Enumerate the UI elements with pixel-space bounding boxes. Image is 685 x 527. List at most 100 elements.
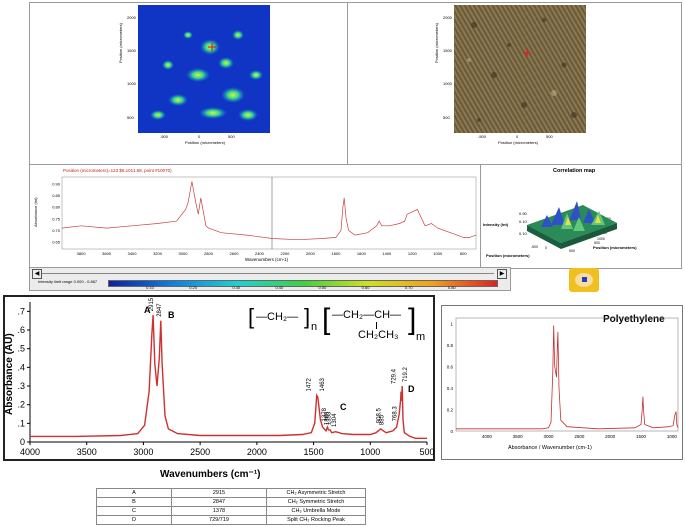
correlation-z-label: Intensity (Int) xyxy=(483,222,509,227)
main-x-tick-label: 4000 xyxy=(20,447,40,457)
colorbar-tick-label: 0.60 xyxy=(361,285,370,290)
polyethylene-panel xyxy=(441,305,683,460)
table-cell-value: 2847 xyxy=(171,497,267,507)
spectrum-x-tick-label: 3800 xyxy=(77,251,87,256)
main-x-tick-label: 2000 xyxy=(247,447,267,457)
correlation-z-tick: 0.10 xyxy=(519,231,527,236)
main-chart-frame xyxy=(3,295,435,461)
table-row: D 729/719 Split CH₂ Rocking Peak xyxy=(96,515,366,525)
peak-number-label: 1463 xyxy=(320,377,326,391)
peak-number-label: 1353 xyxy=(327,411,333,425)
main-y-tick-label: .5 xyxy=(17,344,25,354)
spectrum-x-tick-label: 1600 xyxy=(357,251,367,256)
peak-number-label: 1378 xyxy=(322,407,328,421)
pe-y-tick-label: 0.2 xyxy=(447,407,454,412)
pe-plot-frame xyxy=(455,317,679,432)
pe-x-tick-label: 3500 xyxy=(513,434,524,439)
spectrum-x-tick-label: 2400 xyxy=(255,251,265,256)
formula-m: m xyxy=(416,331,426,343)
formula-n: n xyxy=(311,321,318,333)
table-row: C 1378 CH₃ Umbrella Mode xyxy=(96,506,366,516)
spectrum-x-tick-label: 2600 xyxy=(230,251,240,256)
peak-label-a: A xyxy=(144,305,151,315)
correlation-z-tick: 0.10 xyxy=(519,219,527,224)
pe-x-tick-label: 1000 xyxy=(667,434,678,439)
spectrum-y-tick-label: 0.70 xyxy=(52,228,61,233)
table-cell-label: C xyxy=(96,506,172,516)
spectrum-y-tick-label: 0.65 xyxy=(52,240,61,245)
formula-bond xyxy=(376,322,377,329)
table-cell-value: 1378 xyxy=(171,506,267,516)
spectrum-x-tick-label: 1800 xyxy=(331,251,341,256)
correlation-z-tick: 0.90 xyxy=(519,211,527,216)
visible-image-y-tick: 1500 xyxy=(443,48,452,53)
table-cell-label: A xyxy=(96,488,172,498)
correlation-x-label: Position (micrometers) xyxy=(486,253,530,258)
spectrum-panel: Position (micrometers)=123 $6,1011.58, p… xyxy=(29,164,482,269)
visible-image-x-axis: Position (micrometers) xyxy=(498,140,539,145)
table-cell-assignment: CH₂ Asymmetric Stretch xyxy=(266,488,366,498)
main-y-tick-label: .2 xyxy=(17,400,25,410)
pe-y-tick-label: 0.6 xyxy=(447,364,454,369)
slider-right-icon[interactable]: ▶ xyxy=(497,269,507,279)
spectrum-plot[interactable]: 0.90 0.85 0.80 0.75 0.70 0.65 3800 3600 3400 3200… xyxy=(30,165,481,268)
chemical-map-x-tick: 0 xyxy=(198,134,201,139)
correlation-x-tick: 0 xyxy=(545,246,547,250)
table-row: A 2915 CH₂ Asymmetric Stretch xyxy=(96,488,366,498)
spectrum-x-tick-label: 1400 xyxy=(382,251,392,256)
peak-label-d: D xyxy=(408,384,415,394)
peak-number-label: 1472 xyxy=(307,377,313,391)
spectrum-header: Position (micrometers)=123 $6,1011.58, p… xyxy=(63,168,172,173)
correlation-x-tick: 500 xyxy=(569,249,575,253)
peak-number-label: 719.2 xyxy=(403,366,409,382)
sample-thumbnail[interactable] xyxy=(569,268,599,292)
visible-image-y-tick: 500 xyxy=(443,115,450,120)
spectrum-x-tick-label: 3600 xyxy=(102,251,112,256)
peak-number-label: 2915 xyxy=(149,297,155,311)
chemical-map-image[interactable] xyxy=(138,5,270,133)
chemical-map-x-tick: 500 xyxy=(228,134,235,139)
chemical-map-x-tick: -500 xyxy=(160,134,169,139)
spectrum-line xyxy=(61,181,477,241)
colorbar-ticks: 0.10 0.20 0.30 0.40 0.50 0.60 0.70 0.80 xyxy=(108,285,496,291)
peak-label-c: C xyxy=(340,402,347,412)
colorbar-tick-label: 0.40 xyxy=(275,285,284,290)
pe-x-tick-label: 3000 xyxy=(543,434,554,439)
polymer-formula: [ —CH₂— ] n [ —CH₂—CH— CH₂CH₃ ] m xyxy=(248,303,428,353)
main-x-tick-label: 500 xyxy=(419,447,434,457)
peak-label-b: B xyxy=(168,310,175,320)
colorbar-tick-label: 0.10 xyxy=(146,285,154,290)
formula-unit2-bottom: CH₂CH₃ xyxy=(358,329,399,341)
spectrum-x-tick-label: 3000 xyxy=(179,251,189,256)
correlation-y-tick: 1000 xyxy=(597,237,605,241)
visible-image-x-tick: 500 xyxy=(546,134,553,139)
chemical-map-y-tick: 500 xyxy=(127,115,134,120)
spectrum-x-tick-label: 3200 xyxy=(153,251,163,256)
pe-y-tick-label: 0.8 xyxy=(447,343,454,348)
visible-image[interactable] xyxy=(454,5,586,133)
slider-track[interactable] xyxy=(42,273,494,274)
table-row: B 2847 CH₂ Symmetric Stretch xyxy=(96,497,366,507)
correlation-surface[interactable] xyxy=(521,195,621,251)
table-cell-label: D xyxy=(96,515,172,525)
spectrum-y-tick-label: 0.80 xyxy=(52,205,61,210)
colorbar-label: Intensity limit range 0.000 - 0.867 xyxy=(38,279,98,284)
colorbar-tick-label: 0.30 xyxy=(232,285,241,290)
pe-y-tick-label: 1 xyxy=(450,321,453,326)
polyethylene-title: Polyethylene xyxy=(603,314,665,325)
colorbar-tick-label: 0.50 xyxy=(318,285,327,290)
image-cursor-icon xyxy=(523,49,531,57)
colorbar-gradient xyxy=(108,280,498,287)
map-cursor-icon xyxy=(208,43,216,51)
spectrum-y-tick-label: 0.75 xyxy=(52,216,61,221)
slider-left-icon[interactable]: ◀ xyxy=(32,269,42,279)
chemical-map-y-tick: 1000 xyxy=(127,81,136,86)
main-y-tick-label: .6 xyxy=(17,325,25,335)
pe-y-tick-label: 0 xyxy=(450,429,453,434)
correlation-title: Correlation map xyxy=(553,168,596,174)
main-y-tick-label: .4 xyxy=(17,362,25,372)
spectrum-x-tick-label: 1200 xyxy=(408,251,418,256)
visible-image-texture xyxy=(467,18,577,122)
